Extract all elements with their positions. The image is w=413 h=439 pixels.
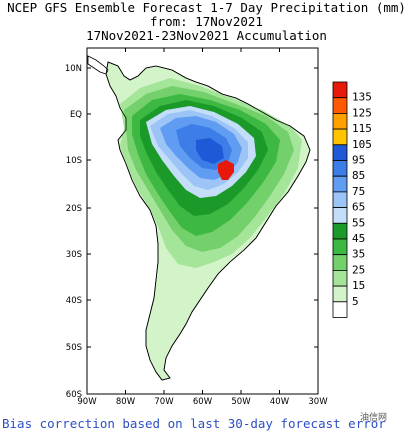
lat-label: 10S	[66, 156, 82, 166]
legend-color-box	[332, 301, 348, 318]
legend-level-label: 135	[352, 91, 372, 104]
lat-label: 60S	[66, 390, 82, 400]
legend-level-label: 45	[352, 232, 365, 245]
lon-label: 80W	[116, 397, 136, 407]
lon-label: 60W	[193, 397, 213, 407]
legend-color-box	[332, 238, 348, 256]
legend-level-label: 95	[352, 154, 365, 167]
lon-label: 30W	[308, 397, 328, 407]
legend-color-box	[332, 285, 348, 303]
legend-color-box	[332, 97, 348, 114]
legend-color-box	[332, 128, 348, 146]
legend-level-label: 75	[352, 185, 365, 198]
lon-label: 40W	[270, 397, 290, 407]
legend-level-label: 25	[352, 263, 365, 276]
precipitation-legend: 135 125 115 105 95 85 75 65 55 45 35 25 15 5	[332, 81, 372, 318]
lat-label: 40S	[66, 296, 82, 306]
bias-correction-note: Bias correction based on last 30-day for…	[2, 416, 386, 431]
legend-level-label: 105	[352, 138, 372, 151]
lat-label: 10N	[65, 64, 82, 74]
lon-label: 70W	[154, 397, 174, 407]
legend-level-label: 85	[352, 169, 365, 182]
map-subtitle-period: 17Nov2021-23Nov2021 Accumulation	[86, 28, 327, 43]
map-subtitle-from: from: 17Nov2021	[150, 14, 263, 29]
lat-label: 20S	[66, 204, 82, 214]
legend-level-label: 55	[352, 216, 365, 229]
legend-color-box	[332, 207, 348, 224]
lat-label: 50S	[66, 343, 82, 353]
legend-level-label: 5	[352, 295, 359, 308]
legend-level-label: 15	[352, 279, 365, 292]
legend-color-box	[332, 81, 348, 99]
legend-color-box	[332, 160, 348, 177]
lat-label: 30S	[66, 250, 82, 260]
legend-level-label: 35	[352, 248, 365, 261]
legend-level-label: 65	[352, 201, 365, 214]
lon-label: 90W	[77, 397, 97, 407]
legend-color-box	[332, 144, 348, 161]
watermark: 油信网	[360, 413, 388, 423]
precip-peak-core	[218, 160, 234, 180]
legend-color-box	[332, 222, 348, 240]
precip-band-95-105	[196, 138, 224, 164]
legend-color-box	[332, 191, 348, 208]
legend-color-box	[332, 175, 348, 193]
map-title: NCEP GFS Ensemble Forecast 1-7 Day Preci…	[7, 0, 406, 15]
lat-label: EQ	[70, 110, 82, 120]
legend-level-label: 125	[352, 106, 372, 119]
legend-color-box	[332, 254, 348, 271]
legend-color-box	[332, 269, 348, 287]
legend-level-label: 115	[352, 122, 372, 135]
legend-color-box	[332, 113, 348, 130]
coastline	[105, 61, 311, 381]
lon-label: 50W	[231, 397, 251, 407]
